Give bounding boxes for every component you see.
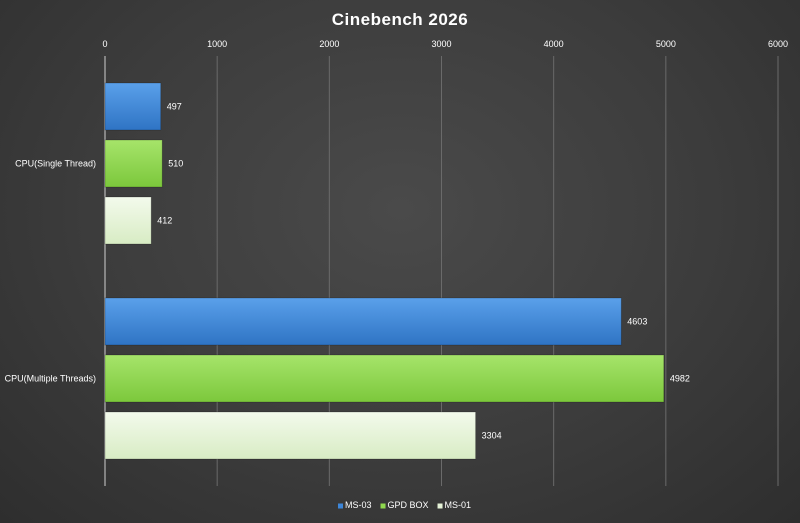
x-tick-label: 3000 [431, 39, 451, 49]
bar-ms-01 [104, 411, 476, 460]
bar-gpd-box [104, 354, 665, 403]
category-label: CPU(Multiple Threads) [5, 374, 96, 384]
legend: MS-03 GPD BOX MS-01 [338, 500, 471, 510]
x-axis-ticks: 0 1000 2000 3000 4000 5000 6000 [102, 39, 788, 49]
legend-label: MS-03 [345, 500, 372, 510]
gridlines [104, 56, 779, 486]
legend-label: MS-01 [445, 500, 472, 510]
x-tick-label: 1000 [207, 39, 227, 49]
x-tick-label: 4000 [544, 39, 564, 49]
data-label: 3304 [482, 431, 502, 441]
chart-title: Cinebench 2026 [332, 10, 468, 29]
data-label: 4603 [627, 317, 647, 327]
x-tick-label: 2000 [319, 39, 339, 49]
bars [104, 82, 665, 460]
x-tick-label: 0 [102, 39, 107, 49]
data-label: 497 [167, 102, 182, 112]
data-labels: 497 510 412 4603 4982 3304 [157, 102, 690, 441]
category-labels: CPU(Single Thread) CPU(Multiple Threads) [5, 159, 96, 384]
x-tick-label: 5000 [656, 39, 676, 49]
data-label: 4982 [670, 374, 690, 384]
legend-swatch [338, 503, 343, 509]
bar-ms-03 [104, 297, 622, 346]
bar-gpd-box [104, 139, 163, 188]
bar-ms-01 [104, 196, 152, 245]
legend-swatch [380, 503, 386, 509]
legend-swatch [437, 503, 443, 509]
legend-label: GPD BOX [388, 500, 429, 510]
x-tick-label: 6000 [768, 39, 788, 49]
data-label: 510 [168, 159, 183, 169]
category-label: CPU(Single Thread) [15, 159, 96, 169]
data-label: 412 [157, 216, 172, 226]
bar-ms-03 [104, 82, 162, 131]
